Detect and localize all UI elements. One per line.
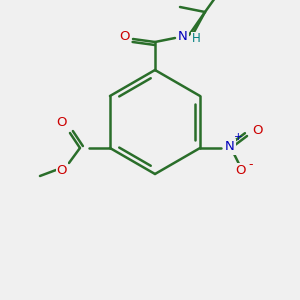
Text: O: O [120,29,130,43]
Text: N: N [178,31,188,44]
Text: O: O [57,164,67,176]
Text: O: O [252,124,262,136]
Text: -: - [249,158,253,171]
Text: +: + [234,132,242,142]
Text: O: O [235,164,245,178]
Text: O: O [57,116,67,130]
Text: H: H [192,32,200,46]
Text: N: N [225,140,235,154]
